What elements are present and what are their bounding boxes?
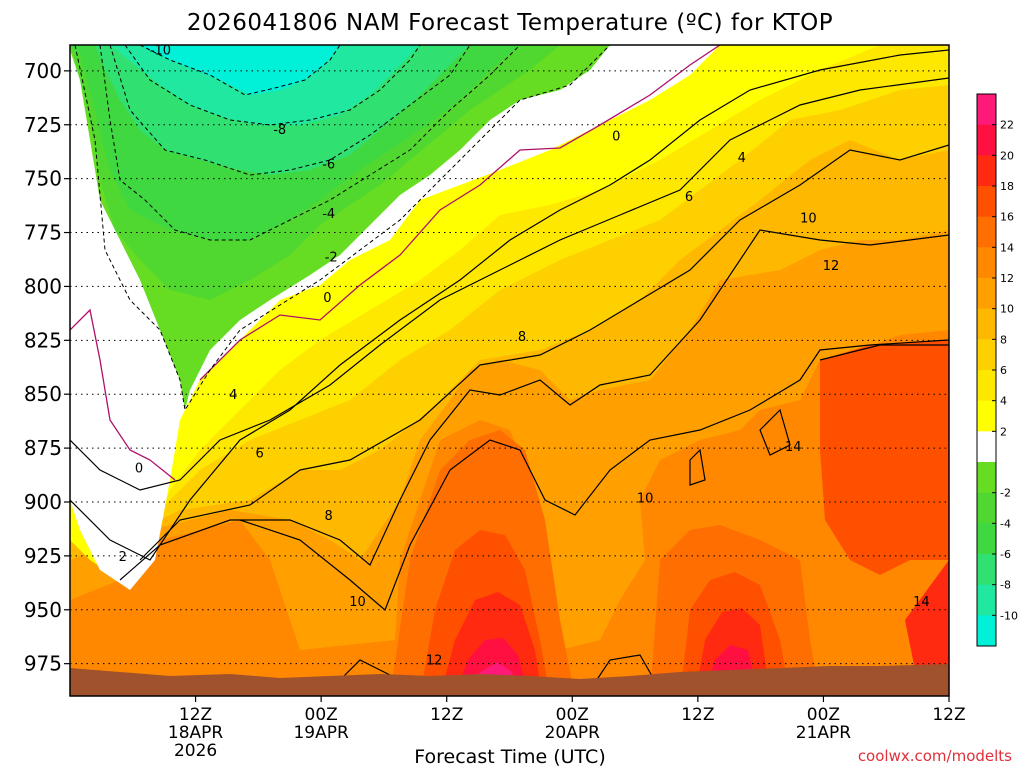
x-tick-label: 18APR: [168, 723, 224, 743]
colorbar-tick-label: -6: [1000, 548, 1011, 561]
chart-title: 2026041806 NAM Forecast Temperature (ºC)…: [187, 10, 833, 36]
colorbar-tick-label: -8: [1000, 579, 1011, 592]
contour-label: 14: [785, 440, 802, 455]
x-tick-label: 00Z: [556, 705, 589, 725]
contour-label: -2: [325, 250, 338, 265]
y-tick-label: 700: [24, 59, 62, 83]
colorbar-tick-label: 20: [1000, 149, 1014, 162]
x-tick-label: 20APR: [545, 723, 601, 743]
contour-label: 10: [800, 211, 817, 226]
contour-label: 2: [119, 550, 127, 565]
colorbar-swatch: [977, 308, 996, 340]
colorbar-swatch: [977, 155, 996, 187]
x-tick-label: 21APR: [796, 723, 852, 743]
x-tick-label: 12Z: [430, 705, 463, 725]
terrain: [70, 664, 949, 696]
y-tick-label: 900: [24, 490, 62, 514]
y-tick-label: 750: [24, 167, 62, 191]
colorbar-tick-label: 22: [1000, 119, 1014, 132]
y-tick-label: 850: [24, 382, 62, 406]
colorbar-swatch: [977, 492, 996, 524]
y-tick-label: 875: [24, 436, 62, 460]
colorbar-tick-label: 4: [1000, 395, 1007, 408]
colorbar-swatch: [977, 278, 996, 310]
warm-region-east-16: [820, 340, 949, 575]
contour-label: 0: [135, 462, 143, 477]
colorbar-swatch: [977, 523, 996, 555]
band-below-minus10: [140, 45, 340, 95]
gridlines: [70, 70, 949, 665]
contour-label: 0: [612, 130, 620, 145]
freezing-lines: [70, 45, 721, 481]
contour-label: 6: [685, 190, 693, 205]
credit-link[interactable]: coolwx.com/modelts: [858, 747, 1012, 765]
contour-label: 10: [637, 492, 654, 507]
y-tick-label: 800: [24, 274, 62, 298]
colorbar-tick-label: -2: [1000, 487, 1011, 500]
colorbar-swatch: [977, 400, 996, 432]
y-axis: 700 725 750 775 800 825 850 875 900 925 950 975: [24, 59, 70, 676]
colorbar-swatch: [977, 615, 996, 647]
plot-frame: [69, 44, 950, 697]
colorbar-swatch: [977, 216, 996, 248]
colorbar-swatch: [977, 370, 996, 402]
y-tick-label: 825: [24, 328, 62, 352]
colorbar-swatch: [977, 186, 996, 218]
contour-label: -4: [322, 207, 335, 222]
colorbar-swatch: [977, 247, 996, 279]
colorbar-swatch: [977, 554, 996, 586]
x-tick-label: 19APR: [293, 723, 349, 743]
x-axis-label: Forecast Time (UTC): [414, 746, 605, 768]
colorbar-tick-label: 18: [1000, 180, 1014, 193]
contour-labels: -10-8-6-4-200024466881010101212141416: [119, 43, 930, 668]
contour-label: -6: [322, 158, 335, 173]
colorbar-tick-label: 16: [1000, 211, 1014, 224]
colorbar-tick-label: 2: [1000, 425, 1007, 438]
x-tick-label: 00Z: [305, 705, 338, 725]
colorbar-swatch: [977, 124, 996, 156]
colorbar-swatch: [977, 94, 996, 126]
contour-label: -10: [150, 43, 171, 58]
contour-label: 8: [325, 509, 333, 524]
x-tick-label: 2026: [174, 741, 217, 761]
colorbar-swatch: [977, 462, 996, 494]
colorbar-tick-label: -4: [1000, 517, 1011, 530]
contour-label: 6: [255, 446, 263, 461]
colorbar: 22 20 18 16 14 12 10 8 6 4 2 -2 -4 -6 -8 -10: [976, 93, 1018, 647]
contour-label: -8: [273, 123, 286, 138]
x-tick-label: 00Z: [807, 705, 840, 725]
x-tick-label: 12Z: [681, 705, 714, 725]
subfreezing-dashed: [74, 45, 611, 412]
colorbar-tick-label: 10: [1000, 303, 1014, 316]
colorbar-swatch: [977, 431, 996, 463]
colorbar-tick-label: 12: [1000, 272, 1014, 285]
plot-area: -10-8-6-4-200024466881010101212141416: [70, 43, 949, 696]
contour-label: 0: [323, 291, 331, 306]
y-tick-label: 725: [24, 113, 62, 137]
y-tick-label: 775: [24, 221, 62, 245]
contour-label: 14: [913, 595, 930, 610]
contour-label: 12: [823, 259, 840, 274]
colorbar-swatch: [977, 584, 996, 616]
y-tick-label: 925: [24, 544, 62, 568]
colorbar-tick-label: -10: [1000, 609, 1018, 622]
colorbar-tick-label: 8: [1000, 333, 1007, 346]
contour-label: 8: [518, 330, 526, 345]
contour-label: 12: [426, 653, 443, 668]
contour-label: 10: [349, 595, 366, 610]
warm-region-east-18: [905, 560, 949, 670]
x-tick-label: 12Z: [179, 705, 212, 725]
colorbar-tick-label: 14: [1000, 241, 1014, 254]
contour-label: 4: [738, 151, 746, 166]
colorbar-swatch: [977, 339, 996, 371]
contour-label: 4: [229, 388, 237, 403]
y-tick-label: 975: [24, 652, 62, 676]
colorbar-tick-label: 6: [1000, 364, 1007, 377]
y-tick-label: 950: [24, 598, 62, 622]
x-tick-label: 12Z: [932, 705, 965, 725]
